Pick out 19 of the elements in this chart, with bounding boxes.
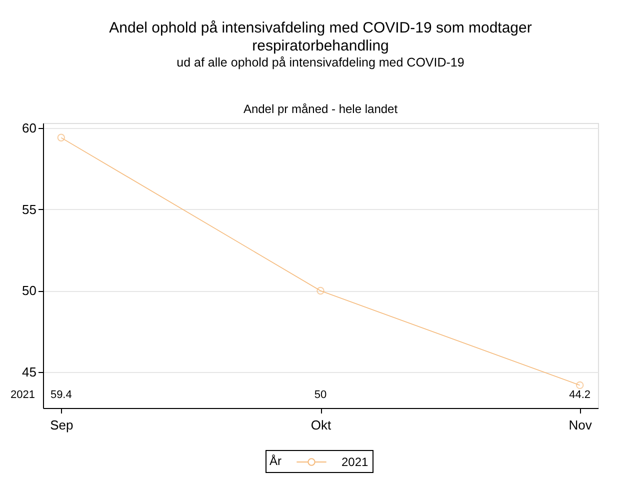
y-tick-label: 45 [22,364,36,380]
chart-subtitle: ud af alle ophold på intensivafdeling med COVID-19 [176,56,464,70]
text: 2021 [10,389,35,401]
y-tick-label: 60 [22,120,36,136]
x-tick-label: Nov [568,418,592,432]
x-tick-label: Okt [310,418,332,432]
y-tick-label: 55 [22,202,36,217]
annotation: 44.2 [569,389,591,401]
point [57,134,66,142]
y-tick-label: 50 [22,283,36,298]
legend-title: År [270,454,282,468]
point [316,286,324,295]
text: Andel pr måned - hele landet [243,102,398,116]
annotation: 50 [314,389,327,401]
x-tick-label: Sep [50,418,74,432]
point [576,381,584,390]
annotation: 59.4 [50,389,72,401]
chart-title: Andel ophold på intensivafdeling med COVID-19 som modtager respiratorbehandling [109,20,532,54]
legend-label: 2021 [342,455,369,469]
